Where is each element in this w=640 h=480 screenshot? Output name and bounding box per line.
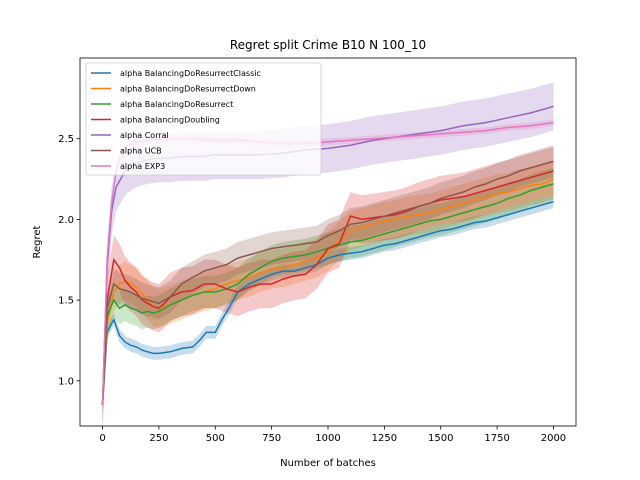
y-axis-label: Regret: [32, 225, 43, 258]
plot-frame: [79, 57, 577, 427]
x-axis-label: Number of batches: [280, 458, 376, 469]
x-tick-label-0: 0: [99, 433, 105, 444]
x-tick-label-5: 1250: [372, 433, 397, 444]
series-line-3: [101, 170, 554, 406]
band-5: [102, 145, 554, 422]
y-tick-label-0: 1.0: [58, 376, 74, 387]
series-line-1: [101, 178, 554, 406]
chart-title: Regret split Crime B10 N 100_10: [230, 38, 426, 52]
band-0: [102, 195, 554, 412]
x-tick-label-8: 2000: [541, 433, 566, 444]
series-line-0: [101, 200, 554, 406]
legend-label-0: alpha BalancingDoResurrectClassic: [120, 69, 261, 78]
x-tick-label-2: 500: [206, 433, 225, 444]
y-tick-label-2: 2.0: [58, 215, 74, 226]
legend: alpha BalancingDoResurrectClassic alpha B…: [85, 62, 322, 176]
x-tick-label-1: 250: [149, 433, 168, 444]
series-line-2: [101, 183, 554, 406]
x-tick-label-3: 750: [262, 433, 281, 444]
legend-box: [85, 62, 322, 176]
legend-label-3: alpha BalancingDoubling: [120, 116, 220, 125]
x-tick-label-4: 1000: [315, 433, 340, 444]
band-1: [102, 159, 554, 425]
legend-label-1: alpha BalancingDoResurrectDown: [120, 85, 256, 94]
series-line-5: [101, 160, 554, 406]
band-3: [102, 146, 554, 430]
legend-label-4: alpha Corral: [120, 131, 169, 140]
x-tick-label-7: 1750: [484, 433, 509, 444]
x-tick-label-6: 1500: [428, 433, 453, 444]
legend-label-5: alpha UCB: [120, 147, 162, 156]
axis-ticks: 0 250 500 750 1000 1250 1500 1750 2000 1.0 1.5 2.0 2…: [58, 134, 566, 444]
y-tick-label-1: 1.5: [58, 296, 74, 307]
legend-label-6: alpha EXP3: [120, 162, 165, 171]
y-tick-label-3: 2.5: [58, 134, 74, 145]
legend-label-2: alpha BalancingDoResurrect: [120, 100, 233, 109]
